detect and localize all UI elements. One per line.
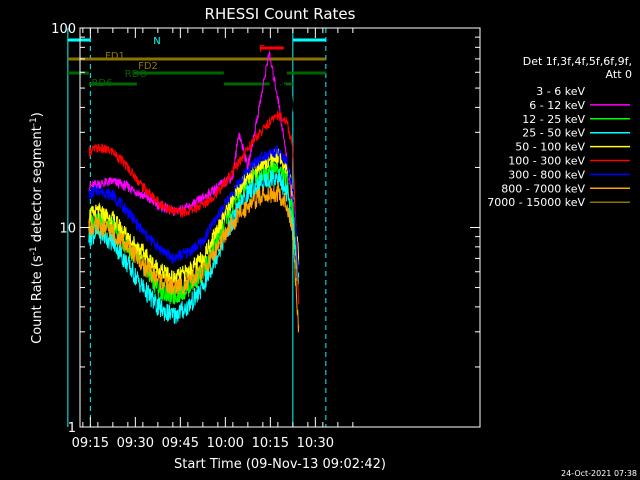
legend-label-5: 100 - 300 keV bbox=[508, 155, 585, 168]
x-axis-label: Start Time (09-Nov-13 09:02:42) bbox=[174, 457, 386, 472]
y-axis-label: Count Rate (s-1 detector segment-1) bbox=[29, 112, 45, 344]
y-axis-label-sup1: -1 bbox=[29, 246, 39, 255]
flag-label-rd6: RD6 bbox=[91, 78, 112, 89]
legend-label-1: 6 - 12 keV bbox=[529, 99, 585, 112]
flag-label-n: N bbox=[153, 36, 160, 47]
legend-header-line2: Att 0 bbox=[606, 68, 632, 81]
timestamp: 24-Oct-2021 07:38 bbox=[561, 469, 637, 478]
y-tick-label-1: 10 bbox=[59, 222, 76, 237]
y-axis-label-main: Count Rate (s bbox=[30, 255, 45, 344]
chart-title: RHESSI Count Rates bbox=[205, 5, 356, 23]
y-axis-label-mid: detector segment bbox=[30, 126, 45, 246]
x-tick-label-5: 10:30 bbox=[297, 436, 334, 451]
legend-label-4: 50 - 100 keV bbox=[515, 141, 585, 154]
y-tick-label-2: 100 bbox=[51, 22, 76, 37]
x-tick-label-2: 09:45 bbox=[162, 436, 199, 451]
x-tick-label-0: 09:15 bbox=[72, 436, 109, 451]
legend-label-6: 300 - 800 keV bbox=[508, 168, 585, 181]
x-tick-label-1: 09:30 bbox=[117, 436, 154, 451]
x-tick-label-4: 10:15 bbox=[252, 436, 289, 451]
y-axis: 1 10 100 bbox=[51, 22, 480, 436]
flag-label-rdo: RDO bbox=[125, 69, 148, 80]
y-axis-label-end: ) bbox=[30, 112, 45, 117]
x-tick-label-3: 10:00 bbox=[207, 436, 244, 451]
series-line-3 bbox=[88, 168, 300, 324]
legend-label-8: 7000 - 15000 keV bbox=[487, 196, 585, 209]
series-line-6 bbox=[88, 144, 300, 269]
legend-header-line1: Det 1f,3f,4f,5f,6f,9f, bbox=[523, 55, 632, 68]
flag-label-fd1: FD1 bbox=[105, 51, 125, 62]
x-axis: 09:15 09:30 09:45 10:00 10:15 10:30 bbox=[72, 28, 354, 451]
y-tick-label-0: 1 bbox=[68, 421, 76, 436]
legend-label-2: 12 - 25 keV bbox=[522, 113, 585, 126]
legend-label-0: 3 - 6 keV bbox=[536, 85, 585, 98]
series-line-5 bbox=[88, 110, 300, 305]
flag-label-fd2: FD2 bbox=[138, 61, 158, 72]
flag-label-f: F bbox=[259, 44, 265, 55]
series-lines bbox=[88, 49, 323, 333]
legend: Det 1f,3f,4f,5f,6f,9f, Att 0 3 - 6 keV6 … bbox=[487, 55, 632, 209]
legend-label-3: 25 - 50 keV bbox=[522, 127, 585, 140]
series-line-0 bbox=[97, 74, 323, 287]
y-axis-label-sup2: -1 bbox=[29, 117, 39, 126]
legend-label-7: 800 - 7000 keV bbox=[501, 182, 585, 195]
series-line-7 bbox=[88, 183, 300, 333]
